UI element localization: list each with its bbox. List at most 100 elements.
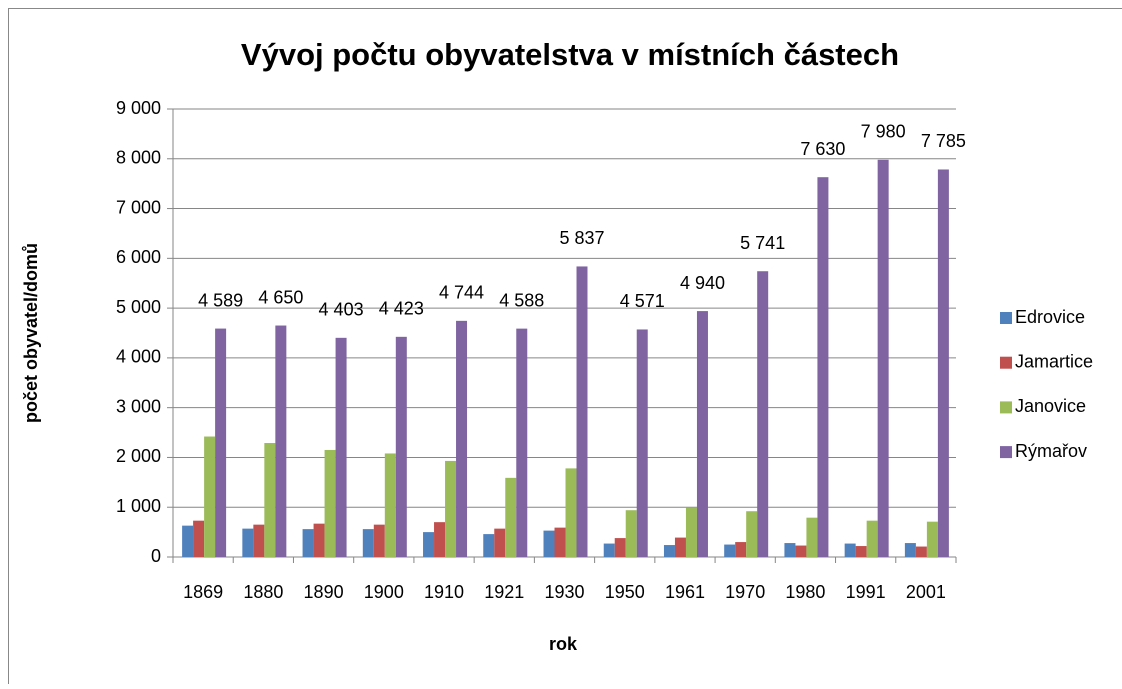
- x-tick-label: 2001: [906, 582, 946, 602]
- bar: [505, 478, 516, 557]
- y-tick-label: 3 000: [116, 396, 161, 416]
- legend-label: Rýmařov: [1015, 441, 1087, 461]
- bar: [494, 529, 505, 557]
- bar: [615, 538, 626, 557]
- bar: [927, 522, 938, 557]
- data-label: 7 980: [861, 122, 906, 142]
- bar: [193, 521, 204, 557]
- data-label: 4 650: [258, 287, 303, 307]
- bar: [845, 544, 856, 557]
- bar: [697, 311, 708, 557]
- y-tick-label: 0: [151, 546, 161, 566]
- x-tick-label: 1950: [605, 582, 645, 602]
- data-label: 4 571: [620, 291, 665, 311]
- data-label: 5 741: [740, 233, 785, 253]
- bar: [664, 545, 675, 557]
- data-label: 4 589: [198, 290, 243, 310]
- bar: [336, 338, 347, 557]
- bar: [275, 326, 286, 557]
- x-tick-label: 1970: [725, 582, 765, 602]
- bar: [434, 522, 445, 557]
- bar: [483, 534, 494, 557]
- bar: [516, 329, 527, 557]
- bar: [784, 543, 795, 557]
- x-tick-label: 1880: [243, 582, 283, 602]
- bar: [757, 271, 768, 557]
- bar: [724, 545, 735, 557]
- bar: [396, 337, 407, 557]
- bar: [303, 529, 314, 557]
- bar: [456, 321, 467, 557]
- y-tick-label: 1 000: [116, 496, 161, 516]
- bar: [182, 526, 193, 557]
- bar: [385, 453, 396, 557]
- data-label: 4 744: [439, 283, 484, 303]
- bar: [577, 266, 588, 557]
- bar: [253, 525, 264, 557]
- bar: [938, 169, 949, 557]
- legend-label: Janovice: [1015, 396, 1086, 416]
- bar: [325, 450, 336, 557]
- x-tick-label: 1890: [304, 582, 344, 602]
- x-tick-label: 1910: [424, 582, 464, 602]
- bar: [204, 437, 215, 557]
- y-tick-label: 9 000: [116, 98, 161, 118]
- data-label: 5 837: [559, 228, 604, 248]
- x-tick-label: 1980: [785, 582, 825, 602]
- bar: [215, 329, 226, 557]
- bar: [746, 511, 757, 557]
- bar: [544, 531, 555, 557]
- y-tick-label: 8 000: [116, 148, 161, 168]
- data-label: 4 940: [680, 273, 725, 293]
- data-label: 4 588: [499, 290, 544, 310]
- bar: [314, 524, 325, 557]
- bar: [867, 521, 878, 557]
- x-tick-label: 1900: [364, 582, 404, 602]
- bar: [905, 543, 916, 557]
- bar: [604, 544, 615, 557]
- legend-swatch: [1000, 357, 1012, 369]
- x-tick-label: 1921: [484, 582, 524, 602]
- bar: [795, 546, 806, 557]
- bar: [817, 177, 828, 557]
- y-axis-label: počet obyvatel/domů: [21, 243, 41, 423]
- chart-title: Vývoj počtu obyvatelstva v místních část…: [241, 37, 899, 72]
- y-tick-label: 2 000: [116, 446, 161, 466]
- bar: [675, 538, 686, 557]
- data-label: 7 785: [921, 131, 966, 151]
- bar: [242, 529, 253, 557]
- y-tick-label: 7 000: [116, 197, 161, 217]
- bar: [916, 547, 927, 557]
- x-tick-label: 1961: [665, 582, 705, 602]
- legend-label: Jamartice: [1015, 351, 1093, 371]
- bar: [735, 542, 746, 557]
- x-tick-label: 1991: [846, 582, 886, 602]
- bar: [856, 546, 867, 557]
- bar: [445, 461, 456, 557]
- x-tick-label: 1930: [544, 582, 584, 602]
- bar: [626, 510, 637, 557]
- y-tick-label: 4 000: [116, 347, 161, 367]
- bar: [686, 508, 697, 557]
- legend-swatch: [1000, 312, 1012, 324]
- bar: [555, 528, 566, 557]
- y-tick-label: 5 000: [116, 297, 161, 317]
- bar: [374, 525, 385, 557]
- bar: [637, 329, 648, 557]
- legend-swatch: [1000, 401, 1012, 413]
- data-label: 4 403: [319, 300, 364, 320]
- bar: [806, 518, 817, 557]
- legend-swatch: [1000, 446, 1012, 458]
- y-tick-label: 6 000: [116, 247, 161, 267]
- bar: [566, 468, 577, 557]
- x-tick-label: 1869: [183, 582, 223, 602]
- data-label: 7 630: [800, 139, 845, 159]
- bar: [264, 443, 275, 557]
- bar: [363, 529, 374, 557]
- data-label: 4 423: [379, 299, 424, 319]
- x-axis-label: rok: [549, 634, 578, 654]
- bar: [423, 532, 434, 557]
- bar: [878, 160, 889, 557]
- legend-label: Edrovice: [1015, 307, 1085, 327]
